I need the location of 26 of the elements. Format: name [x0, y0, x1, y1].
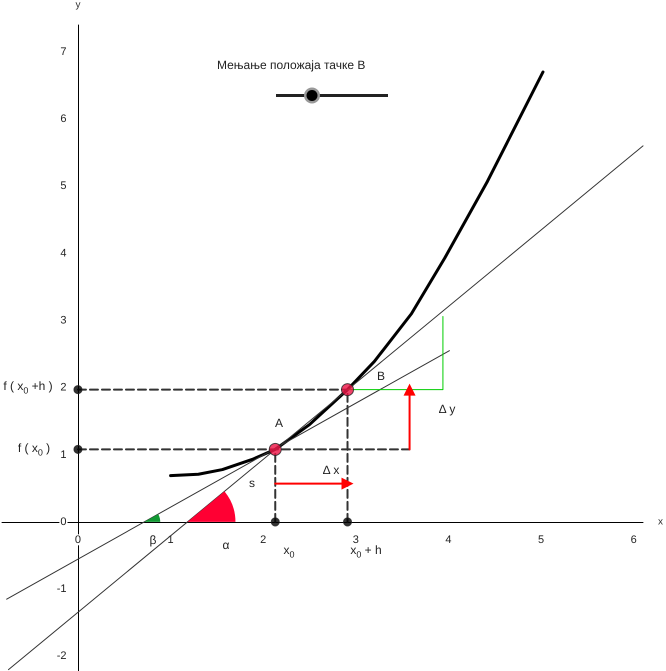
y-tick-label: 6 — [60, 113, 66, 126]
y-tick-label: 4 — [60, 247, 66, 260]
x-tick-label: 5 — [538, 534, 544, 546]
x-tick-label: 4 — [445, 534, 452, 546]
y-tick-label: 0 — [60, 516, 66, 528]
annotation: A — [274, 416, 284, 430]
x-tick-label: 3 — [352, 534, 359, 546]
x-tick-label: 2 — [260, 534, 266, 546]
y-tick-label: 2 — [60, 382, 66, 394]
annotation: β — [150, 533, 157, 547]
annotation: B — [376, 369, 386, 383]
y-axis-title: y — [75, 0, 80, 10]
y-tick-label: 3 — [60, 314, 66, 326]
annotation: Δ y — [438, 402, 456, 416]
y-tick-label: 5 — [60, 180, 66, 192]
y-tick-label: 7 — [60, 46, 66, 58]
annotation: Δ x — [322, 463, 340, 477]
x-axis-title: x — [658, 516, 663, 528]
annotation: α — [222, 538, 230, 552]
text: Мењање положаја тачке B — [217, 58, 366, 72]
annotation: s — [249, 476, 255, 490]
x-tick-label: 6 — [630, 534, 637, 546]
x-tick-label: 0 — [74, 534, 82, 546]
y-tick-label: -1 — [56, 583, 66, 596]
y-tick-label: 1 — [60, 448, 66, 461]
y-tick-label: -2 — [56, 650, 66, 662]
